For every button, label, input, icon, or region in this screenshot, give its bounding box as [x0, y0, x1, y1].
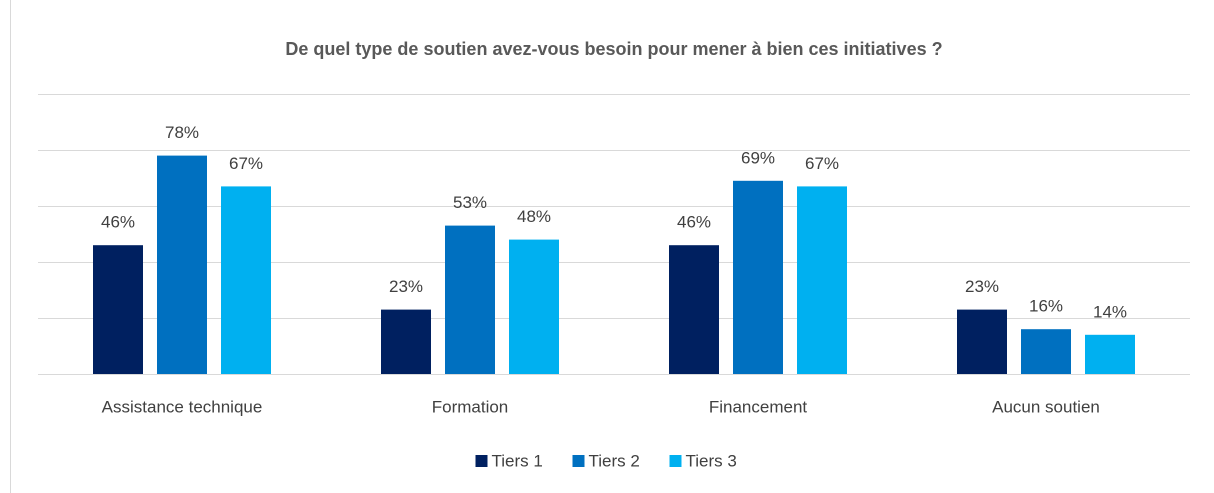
data-label: 53% — [453, 193, 487, 212]
data-label: 46% — [677, 213, 711, 232]
legend-swatch — [475, 455, 488, 467]
legend-label: Tiers 2 — [589, 451, 640, 470]
bar — [1021, 329, 1071, 374]
bar — [93, 245, 143, 374]
bar — [669, 245, 719, 374]
data-label: 67% — [229, 154, 263, 173]
legend-label: Tiers 1 — [492, 451, 543, 470]
data-label: 16% — [1029, 297, 1063, 316]
data-label: 48% — [517, 207, 551, 226]
bar — [157, 155, 207, 374]
data-label: 23% — [389, 277, 423, 296]
chart-border — [10, 0, 11, 493]
data-label: 67% — [805, 154, 839, 173]
bar — [221, 186, 271, 374]
bar — [797, 186, 847, 374]
data-label: 78% — [165, 123, 199, 142]
legend-swatch — [669, 455, 682, 467]
bar — [733, 180, 783, 374]
data-label: 46% — [101, 213, 135, 232]
data-label: 14% — [1093, 302, 1127, 321]
bar — [509, 239, 559, 374]
x-tick-label: Aucun soutien — [992, 397, 1100, 416]
x-tick-label: Formation — [432, 397, 509, 416]
legend-swatch — [572, 455, 585, 467]
x-tick-label: Financement — [709, 397, 808, 416]
data-label: 69% — [741, 148, 775, 167]
bar — [381, 309, 431, 374]
chart-title: De quel type de soutien avez-vous besoin… — [285, 39, 942, 59]
bar — [445, 225, 495, 374]
x-tick-label: Assistance technique — [102, 397, 263, 416]
bar — [957, 309, 1007, 374]
data-label: 23% — [965, 277, 999, 296]
bar — [1085, 334, 1135, 374]
legend-label: Tiers 3 — [686, 451, 737, 470]
